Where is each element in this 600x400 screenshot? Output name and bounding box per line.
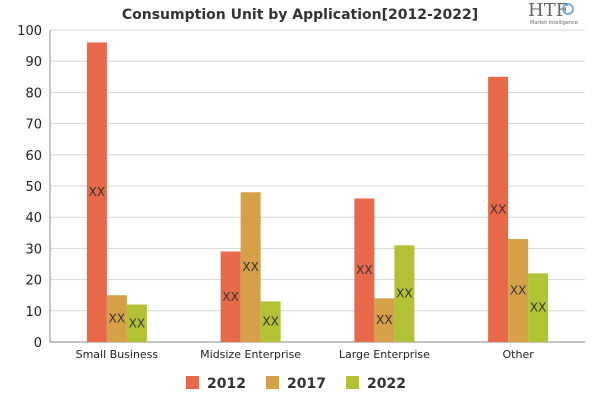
y-tick-label: 40 [25, 211, 42, 226]
bar-2017-3 [508, 239, 529, 342]
x-category-label: Midsize Enterprise [200, 348, 301, 361]
data-label: XX [129, 316, 145, 330]
data-label: XX [89, 185, 105, 199]
data-label: XX [262, 315, 278, 329]
bar-2017-2 [374, 298, 395, 342]
y-tick-label: 70 [25, 118, 42, 133]
data-label: XX [376, 313, 392, 327]
legend-swatch-2017 [266, 376, 279, 389]
bar-2022-1 [260, 301, 281, 342]
legend-label-2017: 2017 [287, 376, 326, 392]
data-label: XX [530, 301, 546, 315]
y-tick-label: 80 [25, 86, 42, 101]
y-tick-label: 30 [25, 242, 42, 257]
legend-label-2022: 2022 [367, 376, 406, 392]
bar-2022-0 [126, 304, 147, 342]
bar-2017-0 [106, 295, 127, 342]
x-category-label: Small Business [76, 348, 159, 361]
y-tick-label: 60 [25, 149, 42, 164]
bar-2012-3 [488, 76, 509, 343]
data-labels: XX XX XX XX XX XX XX XX XX XX XX XX [89, 185, 547, 330]
bar-2017-1 [240, 192, 261, 342]
logo-subtext: Market Intelligence [530, 20, 578, 26]
x-category-label: Other [503, 348, 535, 361]
htf-logo: HTF Market Intelligence [528, 0, 578, 26]
logo-text: HTF [528, 0, 568, 21]
legend-swatch-2012 [186, 376, 199, 389]
y-tick-label: 20 [25, 274, 42, 289]
data-label: XX [510, 284, 526, 298]
y-tick-label: 0 [34, 336, 42, 351]
chart-title: Consumption Unit by Application[2012-202… [122, 7, 478, 23]
data-label: XX [242, 260, 258, 274]
legend-label-2012: 2012 [207, 376, 246, 392]
legend: 2012 2017 2022 [186, 376, 406, 392]
data-label: XX [356, 263, 372, 277]
bar-2022-3 [528, 273, 549, 342]
data-label: XX [109, 312, 125, 326]
y-tick-label: 10 [25, 305, 42, 320]
y-tick-label: 50 [25, 180, 42, 195]
y-tick-label: 100 [17, 24, 42, 39]
x-category-label: Large Enterprise [339, 348, 430, 361]
data-label: XX [490, 202, 506, 216]
bar-2022-2 [394, 245, 415, 342]
y-tick-label: 90 [25, 55, 42, 70]
data-label: XX [222, 290, 238, 304]
data-label: XX [396, 287, 412, 301]
bars [86, 42, 549, 343]
legend-swatch-2022 [346, 376, 359, 389]
logo-globe-icon [562, 3, 574, 15]
bar-2012-0 [86, 42, 107, 342]
bar-2012-1 [220, 251, 241, 342]
bar-2012-2 [354, 198, 375, 342]
